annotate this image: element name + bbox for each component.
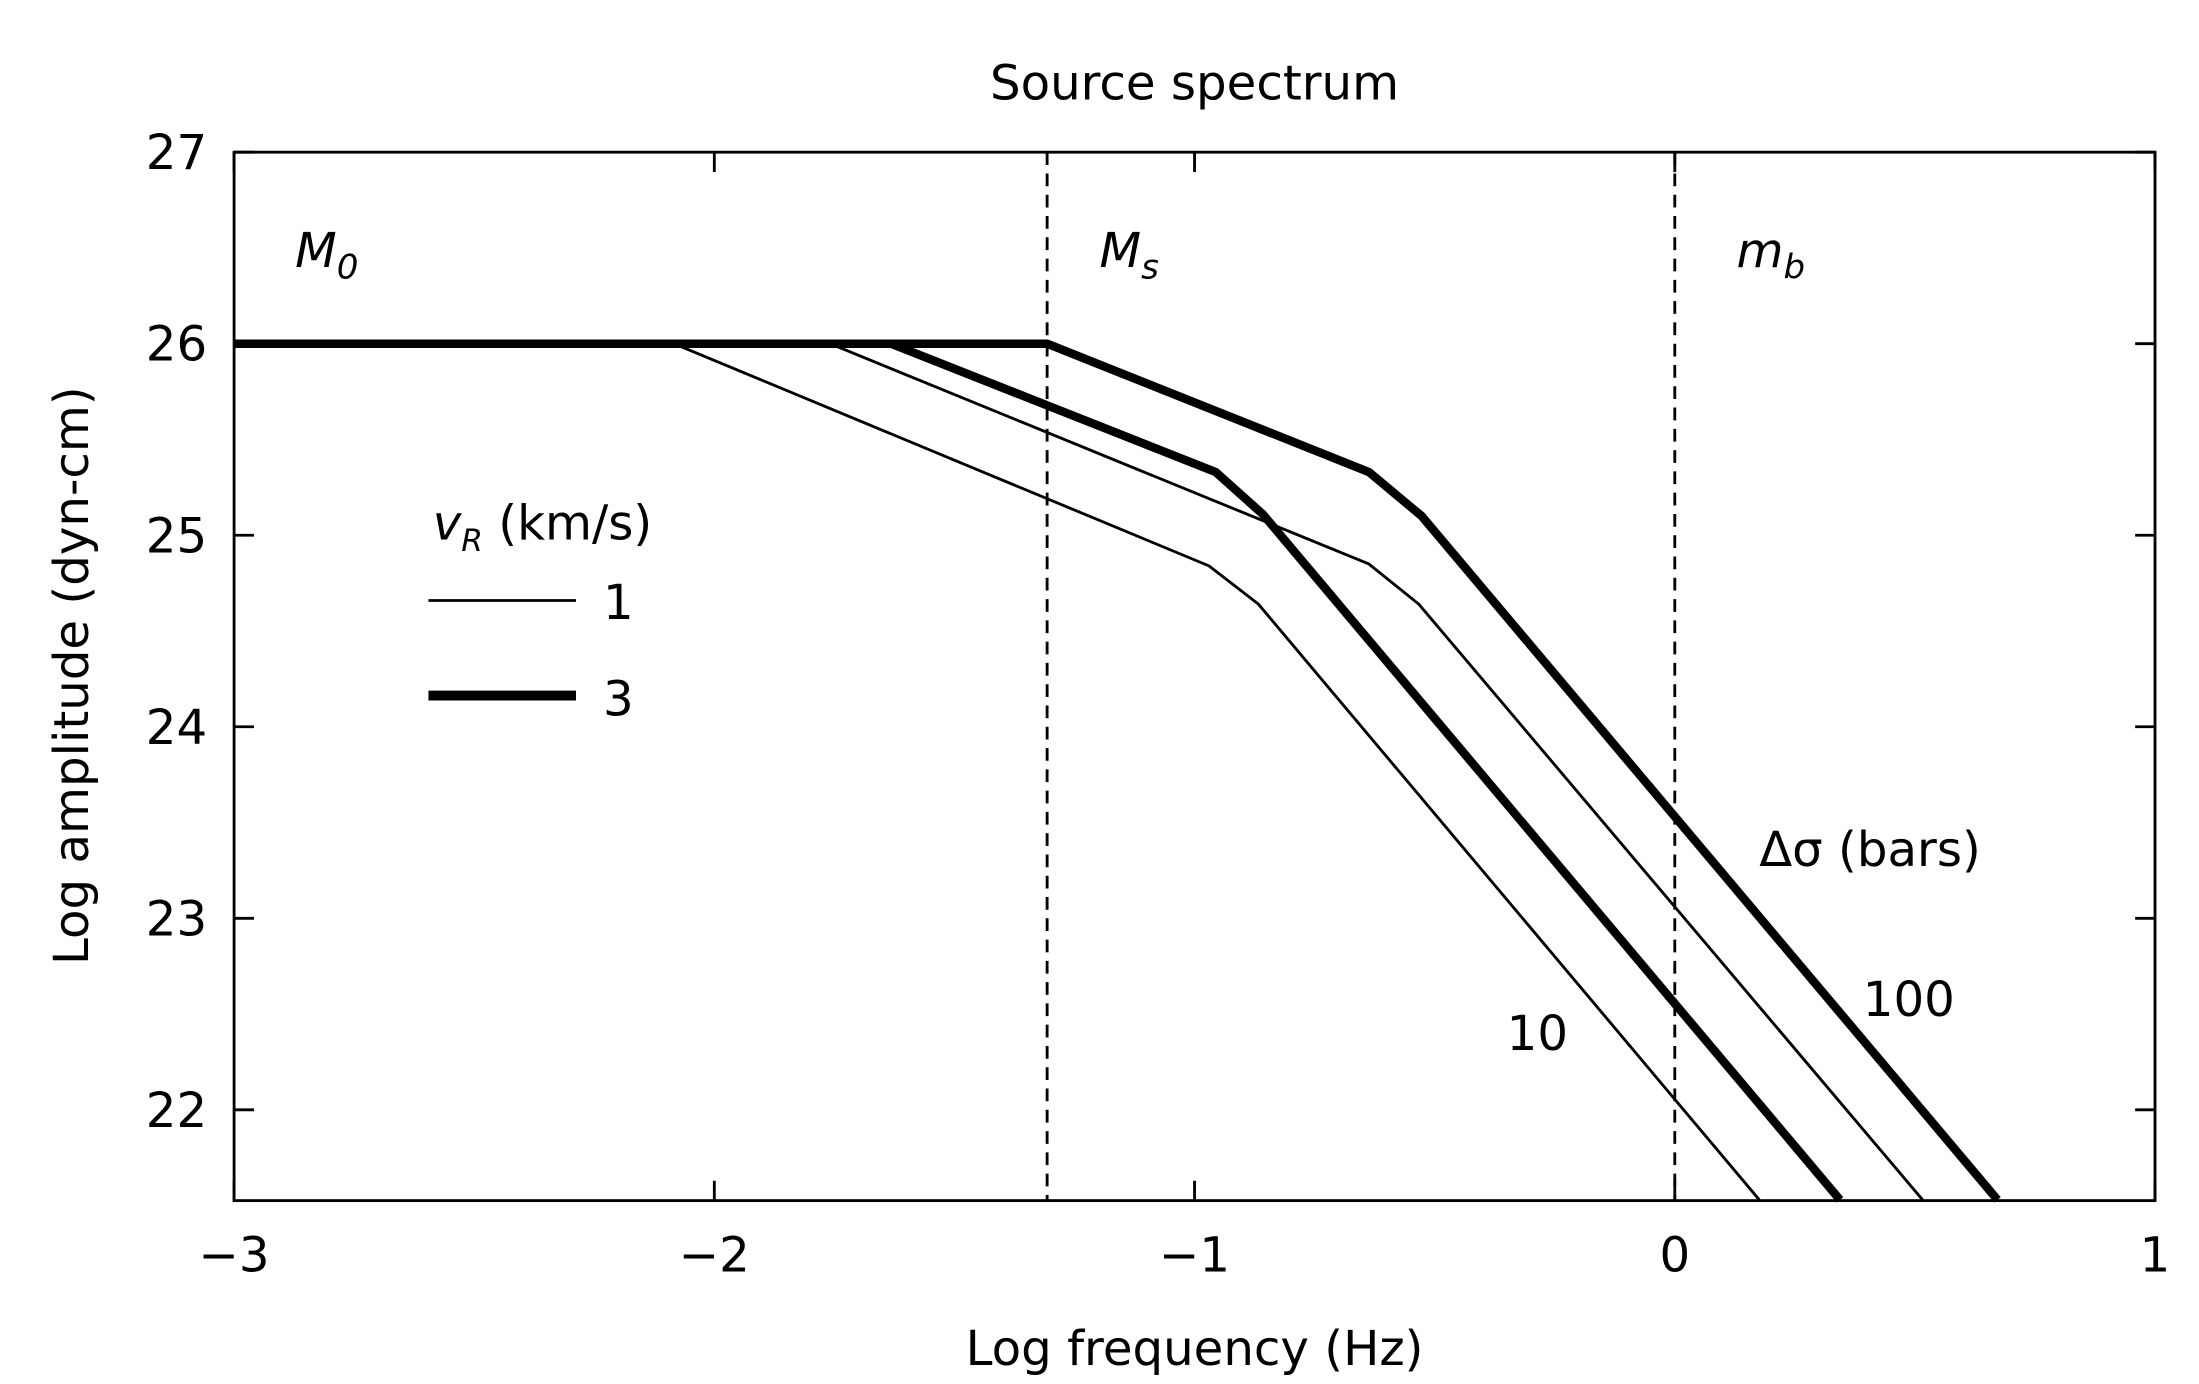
region-label-mb: mb xyxy=(1737,223,1806,287)
y-tick-label: 25 xyxy=(146,508,207,564)
series-line-thick xyxy=(234,339,1844,1203)
legend-label-3: 3 xyxy=(603,671,634,727)
y-tick-label: 23 xyxy=(146,891,207,947)
x-tick-label: −2 xyxy=(679,1228,750,1284)
x-axis-label: Log frequency (Hz) xyxy=(966,1321,1424,1377)
y-axis-label: Log amplitude (dyn-cm) xyxy=(44,386,100,965)
series-line-thick xyxy=(234,339,2001,1203)
legend-title: vR (km/s) xyxy=(433,495,652,558)
y-tick-label: 27 xyxy=(146,125,207,181)
stress-drop-label-100: 100 xyxy=(1863,972,1955,1028)
legend-label-1: 1 xyxy=(603,575,634,631)
y-tick-label: 22 xyxy=(146,1083,207,1139)
legend: vR (km/s) 1 3 xyxy=(428,495,652,727)
x-tick-label: 0 xyxy=(1659,1228,1690,1284)
series-line-thin xyxy=(234,342,1761,1201)
region-label-m0: M0 xyxy=(295,223,358,287)
stress-drop-label-10: 10 xyxy=(1507,1006,1568,1062)
region-label-ms: Ms xyxy=(1100,223,1160,287)
x-tick-label: −1 xyxy=(1159,1228,1230,1284)
stress-drop-label: Δσ (bars) xyxy=(1759,822,1981,878)
y-tick-label: 24 xyxy=(146,700,207,756)
series-line-thin xyxy=(234,342,1924,1201)
y-tick-label: 26 xyxy=(146,317,207,373)
x-tick-label: 1 xyxy=(2140,1228,2171,1284)
chart-title: Source spectrum xyxy=(990,56,1399,112)
x-tick-label: −3 xyxy=(199,1228,270,1284)
